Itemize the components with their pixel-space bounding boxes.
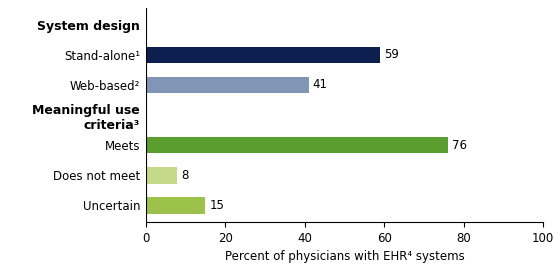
Text: 8: 8 <box>181 169 189 182</box>
Bar <box>146 197 205 214</box>
Bar <box>146 167 178 184</box>
Text: 59: 59 <box>384 48 399 61</box>
Bar <box>146 137 448 153</box>
Text: 41: 41 <box>312 78 328 92</box>
Text: 15: 15 <box>209 199 224 212</box>
X-axis label: Percent of physicians with EHR⁴ systems: Percent of physicians with EHR⁴ systems <box>225 250 464 263</box>
Text: 76: 76 <box>452 139 466 152</box>
Bar <box>146 77 309 93</box>
Bar <box>146 47 380 63</box>
